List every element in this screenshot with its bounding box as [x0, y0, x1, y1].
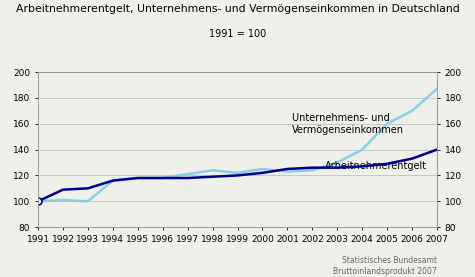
Text: Arbeitnehmerentgelt, Unternehmens- und Vermögenseinkommen in Deutschland: Arbeitnehmerentgelt, Unternehmens- und V… [16, 4, 459, 14]
Text: Arbeitnehmerentgelt: Arbeitnehmerentgelt [325, 161, 427, 171]
Text: Statistisches Bundesamt
Bruttoinlandsprodukt 2007: Statistisches Bundesamt Bruttoinlandspro… [333, 256, 437, 276]
Text: 1991 = 100: 1991 = 100 [209, 29, 266, 39]
Text: Unternehmens- und
Vermögenseinkommen: Unternehmens- und Vermögenseinkommen [293, 113, 404, 135]
